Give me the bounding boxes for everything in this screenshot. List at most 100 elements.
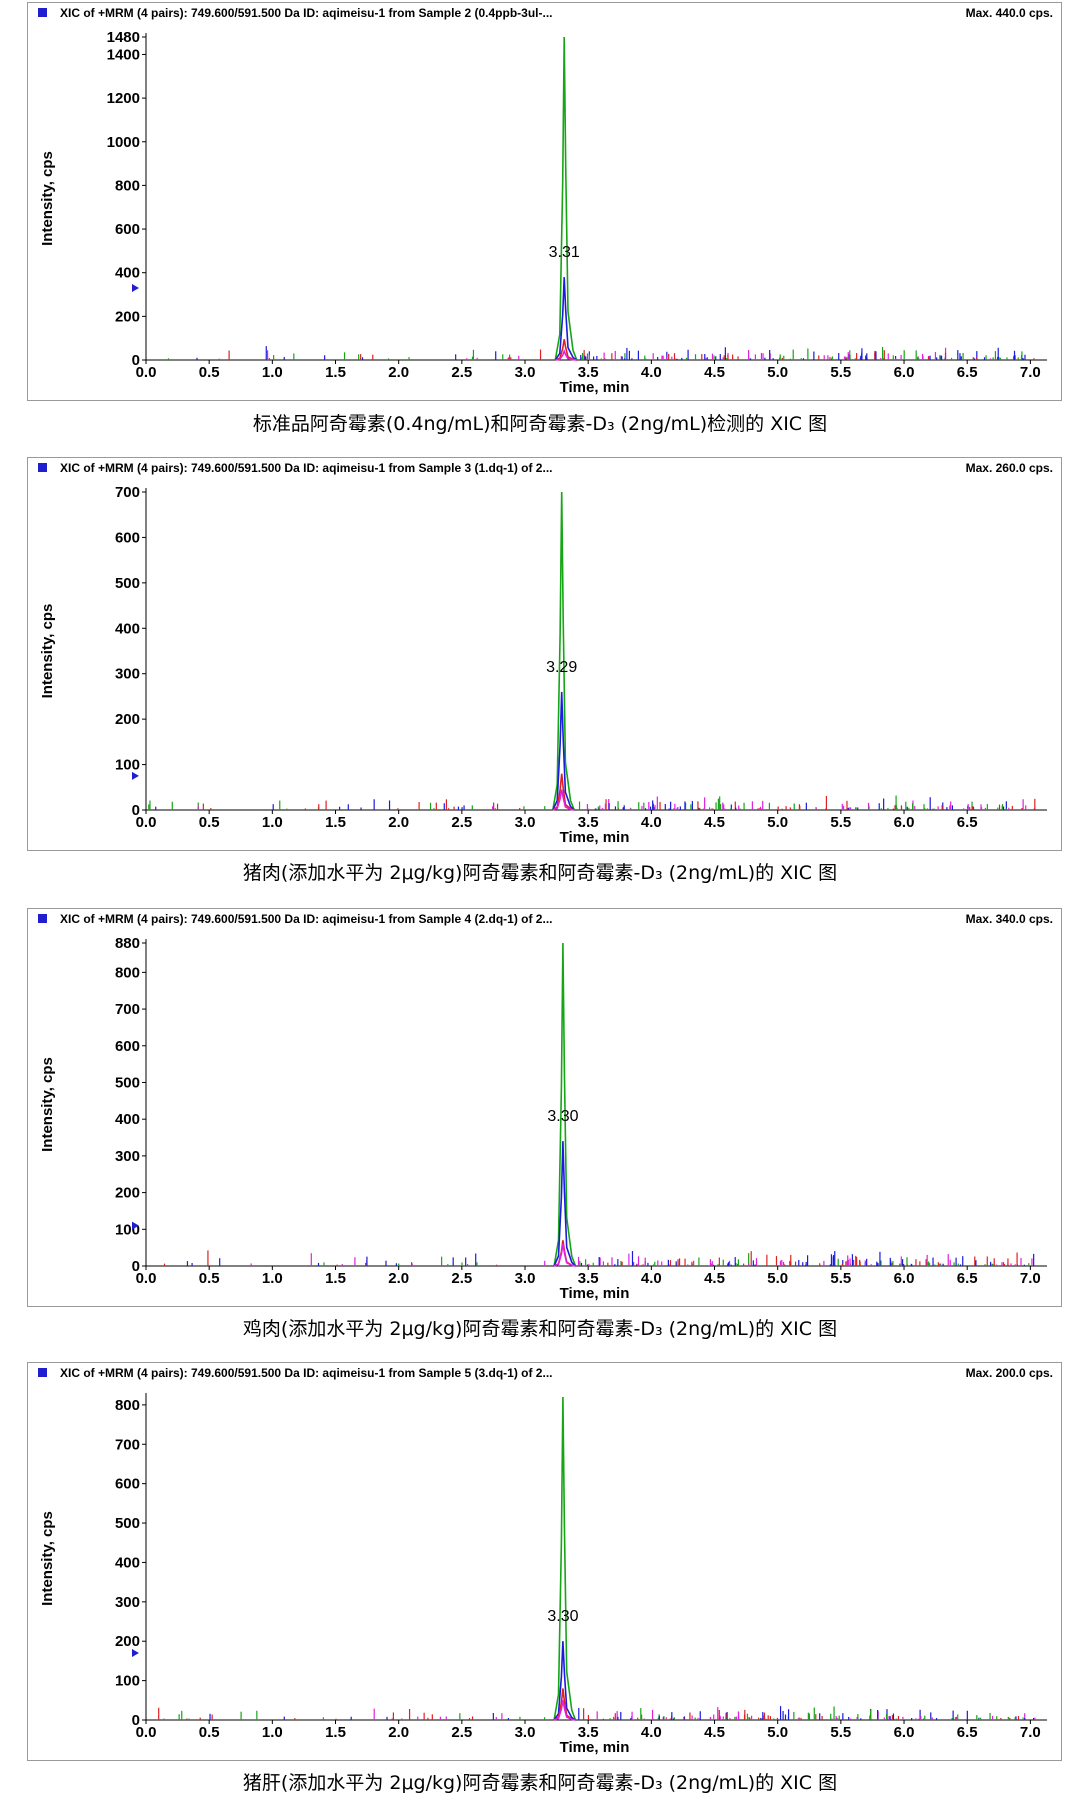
chart-header: XIC of +MRM (4 pairs): 749.600/591.500 D… [38,460,1053,476]
y-tick-label: 100 [115,1221,140,1238]
y-tick-label: 600 [115,221,140,238]
peak-retention-label: 3.30 [547,1108,578,1125]
x-tick-label: 5.5 [830,814,851,831]
x-tick-label: 3.0 [515,364,536,381]
y-tick-label: 0 [132,1258,140,1275]
y-tick-label: 400 [115,1111,140,1128]
chromatogram-plot: 0 100 200 300 400 500 600 700 0.0 0.5 1.0 1.5 2.0 2.5… [39,484,1047,846]
intensity-marker-icon [132,771,139,780]
x-tick-label: 4.0 [641,1270,662,1287]
y-tick-label: 100 [115,1673,140,1690]
intensity-marker-icon [132,283,139,292]
y-axis-label: Intensity, cps [39,1057,56,1152]
chart-frame: XIC of +MRM (4 pairs): 749.600/591.500 D… [27,457,1062,851]
max-intensity-label: Max. 200.0 cps. [965,1366,1053,1380]
series-peak-green [554,36,578,361]
y-axis-label: Intensity, cps [39,604,56,699]
x-tick-label: 4.0 [641,364,662,381]
x-tick-label: 2.0 [388,1270,409,1287]
peak-retention-label: 3.30 [547,1608,578,1625]
max-intensity-label: Max. 260.0 cps. [965,461,1053,475]
x-tick-label: 0.0 [136,364,157,381]
y-tick-label: 1400 [107,46,140,63]
x-tick-label: 3.0 [515,1724,536,1741]
x-tick-label: 2.5 [451,1724,472,1741]
figure-caption: 猪肝(添加水平为 2μg/kg)阿奇霉素和阿奇霉素-D₃ (2ng/mL)的 X… [242,1772,838,1794]
series-peak-blue [552,691,575,811]
y-tick-label: 300 [115,1148,140,1165]
legend-square-icon [38,1368,47,1377]
x-tick-label: 5.5 [830,1270,851,1287]
y-tick-label: 1200 [107,90,140,107]
y-axis-label: Intensity, cps [39,151,56,246]
y-tick-label: 200 [115,308,140,325]
chart-header: XIC of +MRM (4 pairs): 749.600/591.500 D… [38,911,1053,927]
series-peak-blue [553,1641,576,1721]
y-tick-label: 400 [115,265,140,282]
y-tick-label: 100 [115,757,140,774]
x-tick-label: 5.0 [767,1270,788,1287]
x-tick-label: 3.5 [578,1724,599,1741]
x-tick-label: 2.5 [451,1270,472,1287]
x-tick-label: 1.5 [325,364,346,381]
y-tick-label: 0 [132,802,140,819]
series-peak-magenta [553,1700,576,1721]
x-tick-label: 0.5 [199,814,220,831]
x-tick-label: 6.5 [957,814,978,831]
x-tick-label: 5.0 [767,1724,788,1741]
x-tick-label: 6.0 [894,1724,915,1741]
x-tick-label: 7.0 [1020,1270,1041,1287]
figure-caption: 鸡肉(添加水平为 2μg/kg)阿奇霉素和阿奇霉素-D₃ (2ng/mL)的 X… [242,1318,838,1340]
x-tick-label: 1.5 [325,814,346,831]
x-axis-label: Time, min [560,379,630,396]
x-tick-label: 1.0 [262,1724,283,1741]
max-intensity-label: Max. 440.0 cps. [965,6,1053,20]
x-tick-label: 6.5 [957,1270,978,1287]
series-peak-blue [554,277,578,361]
x-tick-label: 2.5 [451,814,472,831]
chart-frame: XIC of +MRM (4 pairs): 749.600/591.500 D… [27,908,1062,1307]
xic-title: XIC of +MRM (4 pairs): 749.600/591.500 D… [60,1366,553,1380]
chromatogram-plot: 0 100 200 300 400 500 600 700 800 0.0 0.5 1.0 1.5 2.0… [39,1393,1047,1756]
xic-title: XIC of +MRM (4 pairs): 749.600/591.500 D… [60,6,553,20]
x-tick-label: 0.5 [199,1724,220,1741]
x-tick-label: 4.5 [704,1724,725,1741]
x-tick-label: 3.5 [578,1270,599,1287]
x-tick-label: 4.5 [704,1270,725,1287]
x-tick-label: 2.5 [451,364,472,381]
y-tick-label: 400 [115,1554,140,1571]
chromatogram-panel-2: XIC of +MRM (4 pairs): 749.600/591.500 D… [0,455,1080,900]
x-tick-label: 4.5 [704,364,725,381]
peak-retention-label: 3.29 [546,659,577,676]
x-tick-label: 5.5 [830,364,851,381]
x-axis-label: Time, min [560,1739,630,1756]
y-tick-label: 1480 [107,29,140,46]
x-tick-label: 7.0 [1020,364,1041,381]
xic-title: XIC of +MRM (4 pairs): 749.600/591.500 D… [60,461,553,475]
chart-frame: XIC of +MRM (4 pairs): 749.600/591.500 D… [27,1362,1062,1761]
legend-square-icon [38,463,47,472]
y-tick-label: 700 [115,484,140,501]
y-tick-label: 600 [115,1476,140,1493]
x-tick-label: 1.0 [262,364,283,381]
y-tick-label: 600 [115,1038,140,1055]
x-tick-label: 0.0 [136,1724,157,1741]
x-tick-label: 6.5 [957,1724,978,1741]
y-tick-label: 200 [115,1185,140,1202]
x-tick-label: 6.0 [894,1270,915,1287]
x-tick-label: 6.0 [894,814,915,831]
figure-caption: 猪肉(添加水平为 2μg/kg)阿奇霉素和阿奇霉素-D₃ (2ng/mL)的 X… [242,862,838,884]
y-tick-label: 880 [115,935,140,952]
series-peak-green [553,1396,577,1721]
x-tick-label: 5.0 [767,814,788,831]
peak-retention-label: 3.31 [549,244,580,261]
x-tick-label: 0.5 [199,1270,220,1287]
xic-title: XIC of +MRM (4 pairs): 749.600/591.500 D… [60,912,553,926]
series-peak-magenta [555,349,577,361]
max-intensity-label: Max. 340.0 cps. [965,912,1053,926]
series-peak-magenta [552,789,575,811]
y-tick-label: 300 [115,1594,140,1611]
chromatogram-plot: 0 100 200 300 400 500 600 700 800 880 0.0 0.5 1.0 1.5… [39,935,1047,1302]
x-tick-label: 2.0 [388,1724,409,1741]
